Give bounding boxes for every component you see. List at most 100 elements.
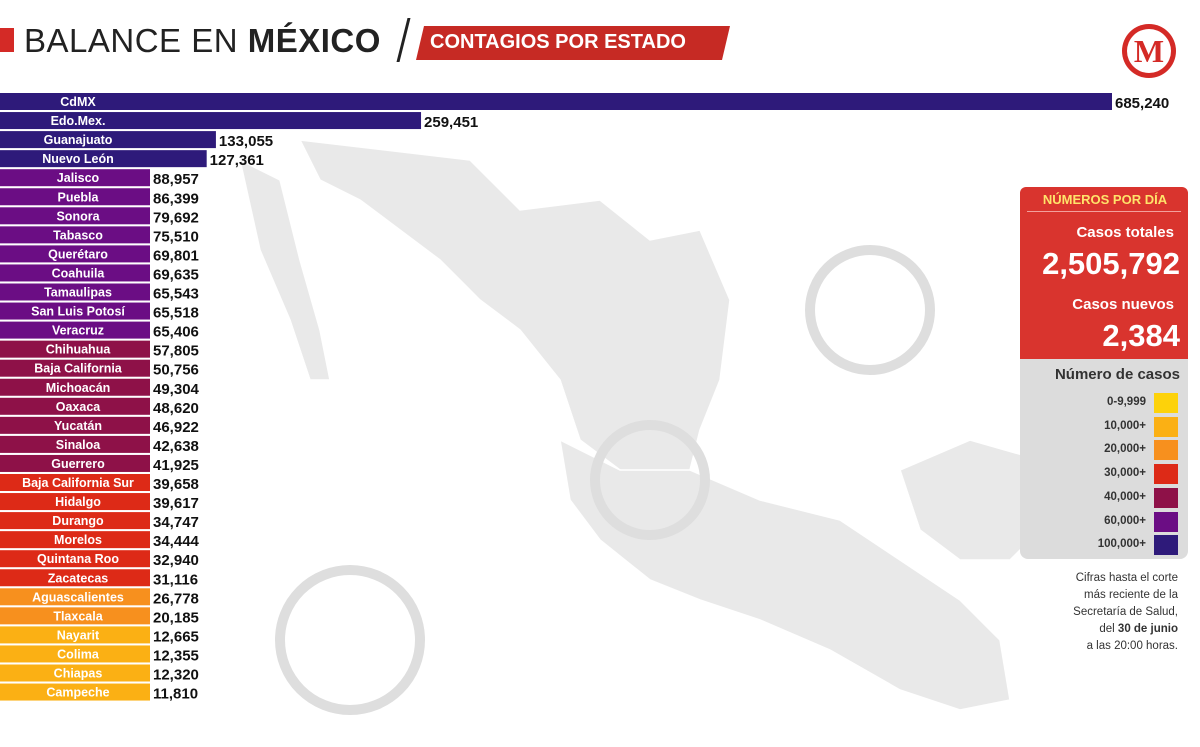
bar — [0, 283, 150, 301]
page-title: BALANCE EN MÉXICO — [24, 22, 381, 60]
category-label: Nuevo León — [42, 152, 114, 166]
footnote-line-4-pre: del — [1099, 623, 1118, 635]
value-label: 57,805 — [153, 343, 199, 360]
value-label: 75,510 — [153, 228, 199, 245]
value-label: 12,665 — [153, 628, 199, 645]
header-accent-bar — [0, 28, 14, 52]
value-label: 34,444 — [153, 533, 200, 550]
category-label: Yucatán — [54, 419, 102, 433]
category-label: Jalisco — [57, 171, 100, 185]
bar — [0, 569, 150, 587]
value-label: 31,116 — [153, 571, 198, 588]
category-label: Aguascalientes — [32, 590, 124, 604]
virus-icon — [275, 565, 425, 715]
legend-label: 40,000+ — [1104, 490, 1146, 503]
bar — [0, 664, 150, 682]
footnote-line-4: del 30 de junio — [1030, 621, 1178, 638]
value-label: 41,925 — [153, 457, 199, 474]
category-label: Chiapas — [54, 667, 103, 681]
value-label: 50,756 — [153, 362, 199, 379]
legend-label: 60,000+ — [1104, 514, 1146, 527]
legend-item: 20,000+ — [1030, 440, 1180, 461]
footnote: Cifras hasta el corte más reciente de la… — [1030, 570, 1178, 655]
value-label: 12,355 — [153, 647, 199, 664]
panel-heading: NÚMEROS POR DÍA — [1042, 192, 1168, 207]
page-title-bold: MÉXICO — [247, 22, 381, 59]
header-banner-text: CONTAGIOS POR ESTADO — [430, 31, 686, 53]
bar — [0, 531, 150, 549]
value-label: 259,451 — [424, 114, 478, 131]
value-label: 133,055 — [219, 133, 273, 150]
value-label: 39,617 — [153, 495, 199, 512]
legend-swatch — [1154, 535, 1178, 556]
bar — [0, 645, 150, 663]
value-label: 88,957 — [153, 171, 199, 188]
map-region-south — [559, 438, 1011, 711]
value-label: 69,635 — [153, 266, 199, 283]
value-label: 34,747 — [153, 514, 199, 531]
bar — [0, 169, 150, 187]
daily-numbers-panel — [1020, 187, 1188, 359]
legend-title: Número de casos — [1054, 366, 1180, 383]
bar — [0, 607, 150, 625]
virus-icon — [590, 420, 710, 540]
bar — [0, 226, 150, 244]
value-label: 86,399 — [153, 190, 199, 207]
bar — [0, 150, 207, 168]
category-label: Baja California — [34, 362, 123, 376]
value-label: 48,620 — [153, 400, 199, 417]
category-label: Quintana Roo — [37, 552, 119, 566]
bar — [0, 416, 150, 434]
total-cases-value: 2,505,792 — [1042, 246, 1180, 281]
bar — [0, 359, 150, 377]
value-label: 127,361 — [210, 152, 264, 169]
legend-swatch — [1154, 416, 1178, 437]
value-label: 11,810 — [153, 686, 198, 703]
category-label: Zacatecas — [48, 571, 109, 585]
legend-swatch — [1154, 511, 1178, 532]
bar — [0, 131, 216, 149]
footnote-line-1: Cifras hasta el corte — [1075, 572, 1178, 584]
category-label: Guanajuato — [44, 133, 113, 147]
category-label: Colima — [57, 647, 100, 661]
category-label: Querétaro — [48, 247, 108, 261]
category-label: CdMX — [60, 95, 96, 109]
category-label: Edo.Mex. — [51, 114, 106, 128]
value-label: 49,304 — [153, 381, 200, 398]
bar — [0, 550, 150, 568]
footnote-line-2: más reciente de la — [1084, 589, 1178, 601]
legend-swatch — [1154, 393, 1178, 413]
legend-item: 0-9,999 — [1030, 393, 1180, 413]
category-label: Puebla — [58, 190, 100, 204]
new-cases-value: 2,384 — [1102, 318, 1180, 353]
page-title-regular: BALANCE EN — [24, 22, 248, 59]
panel-divider — [1027, 211, 1181, 212]
value-label: 12,320 — [153, 667, 199, 684]
category-label: Coahuila — [52, 266, 106, 280]
bar — [0, 340, 150, 358]
category-label: Sinaloa — [56, 438, 102, 452]
bar — [0, 264, 150, 282]
legend-item: 30,000+ — [1030, 464, 1180, 485]
category-label: Tlaxcala — [53, 609, 103, 623]
footnote-line-5: a las 20:00 horas. — [1086, 640, 1178, 652]
category-label: San Luis Potosí — [31, 305, 125, 319]
value-label: 65,543 — [153, 286, 199, 303]
bar — [0, 683, 150, 701]
bar — [0, 207, 150, 225]
value-label: 65,406 — [153, 324, 199, 341]
bar — [0, 588, 150, 606]
legend-item: 40,000+ — [1030, 487, 1180, 508]
logo-letter: M — [1134, 33, 1164, 69]
footnote-line-3: Secretaría de Salud, — [1073, 606, 1178, 618]
bar — [0, 474, 150, 491]
bar — [0, 93, 1112, 110]
category-label: Hidalgo — [55, 495, 101, 509]
category-label: Baja California Sur — [22, 476, 134, 490]
value-label: 32,940 — [153, 552, 199, 569]
category-label: Campeche — [46, 686, 109, 700]
header-banner — [416, 26, 730, 60]
category-label: Tabasco — [53, 228, 103, 242]
